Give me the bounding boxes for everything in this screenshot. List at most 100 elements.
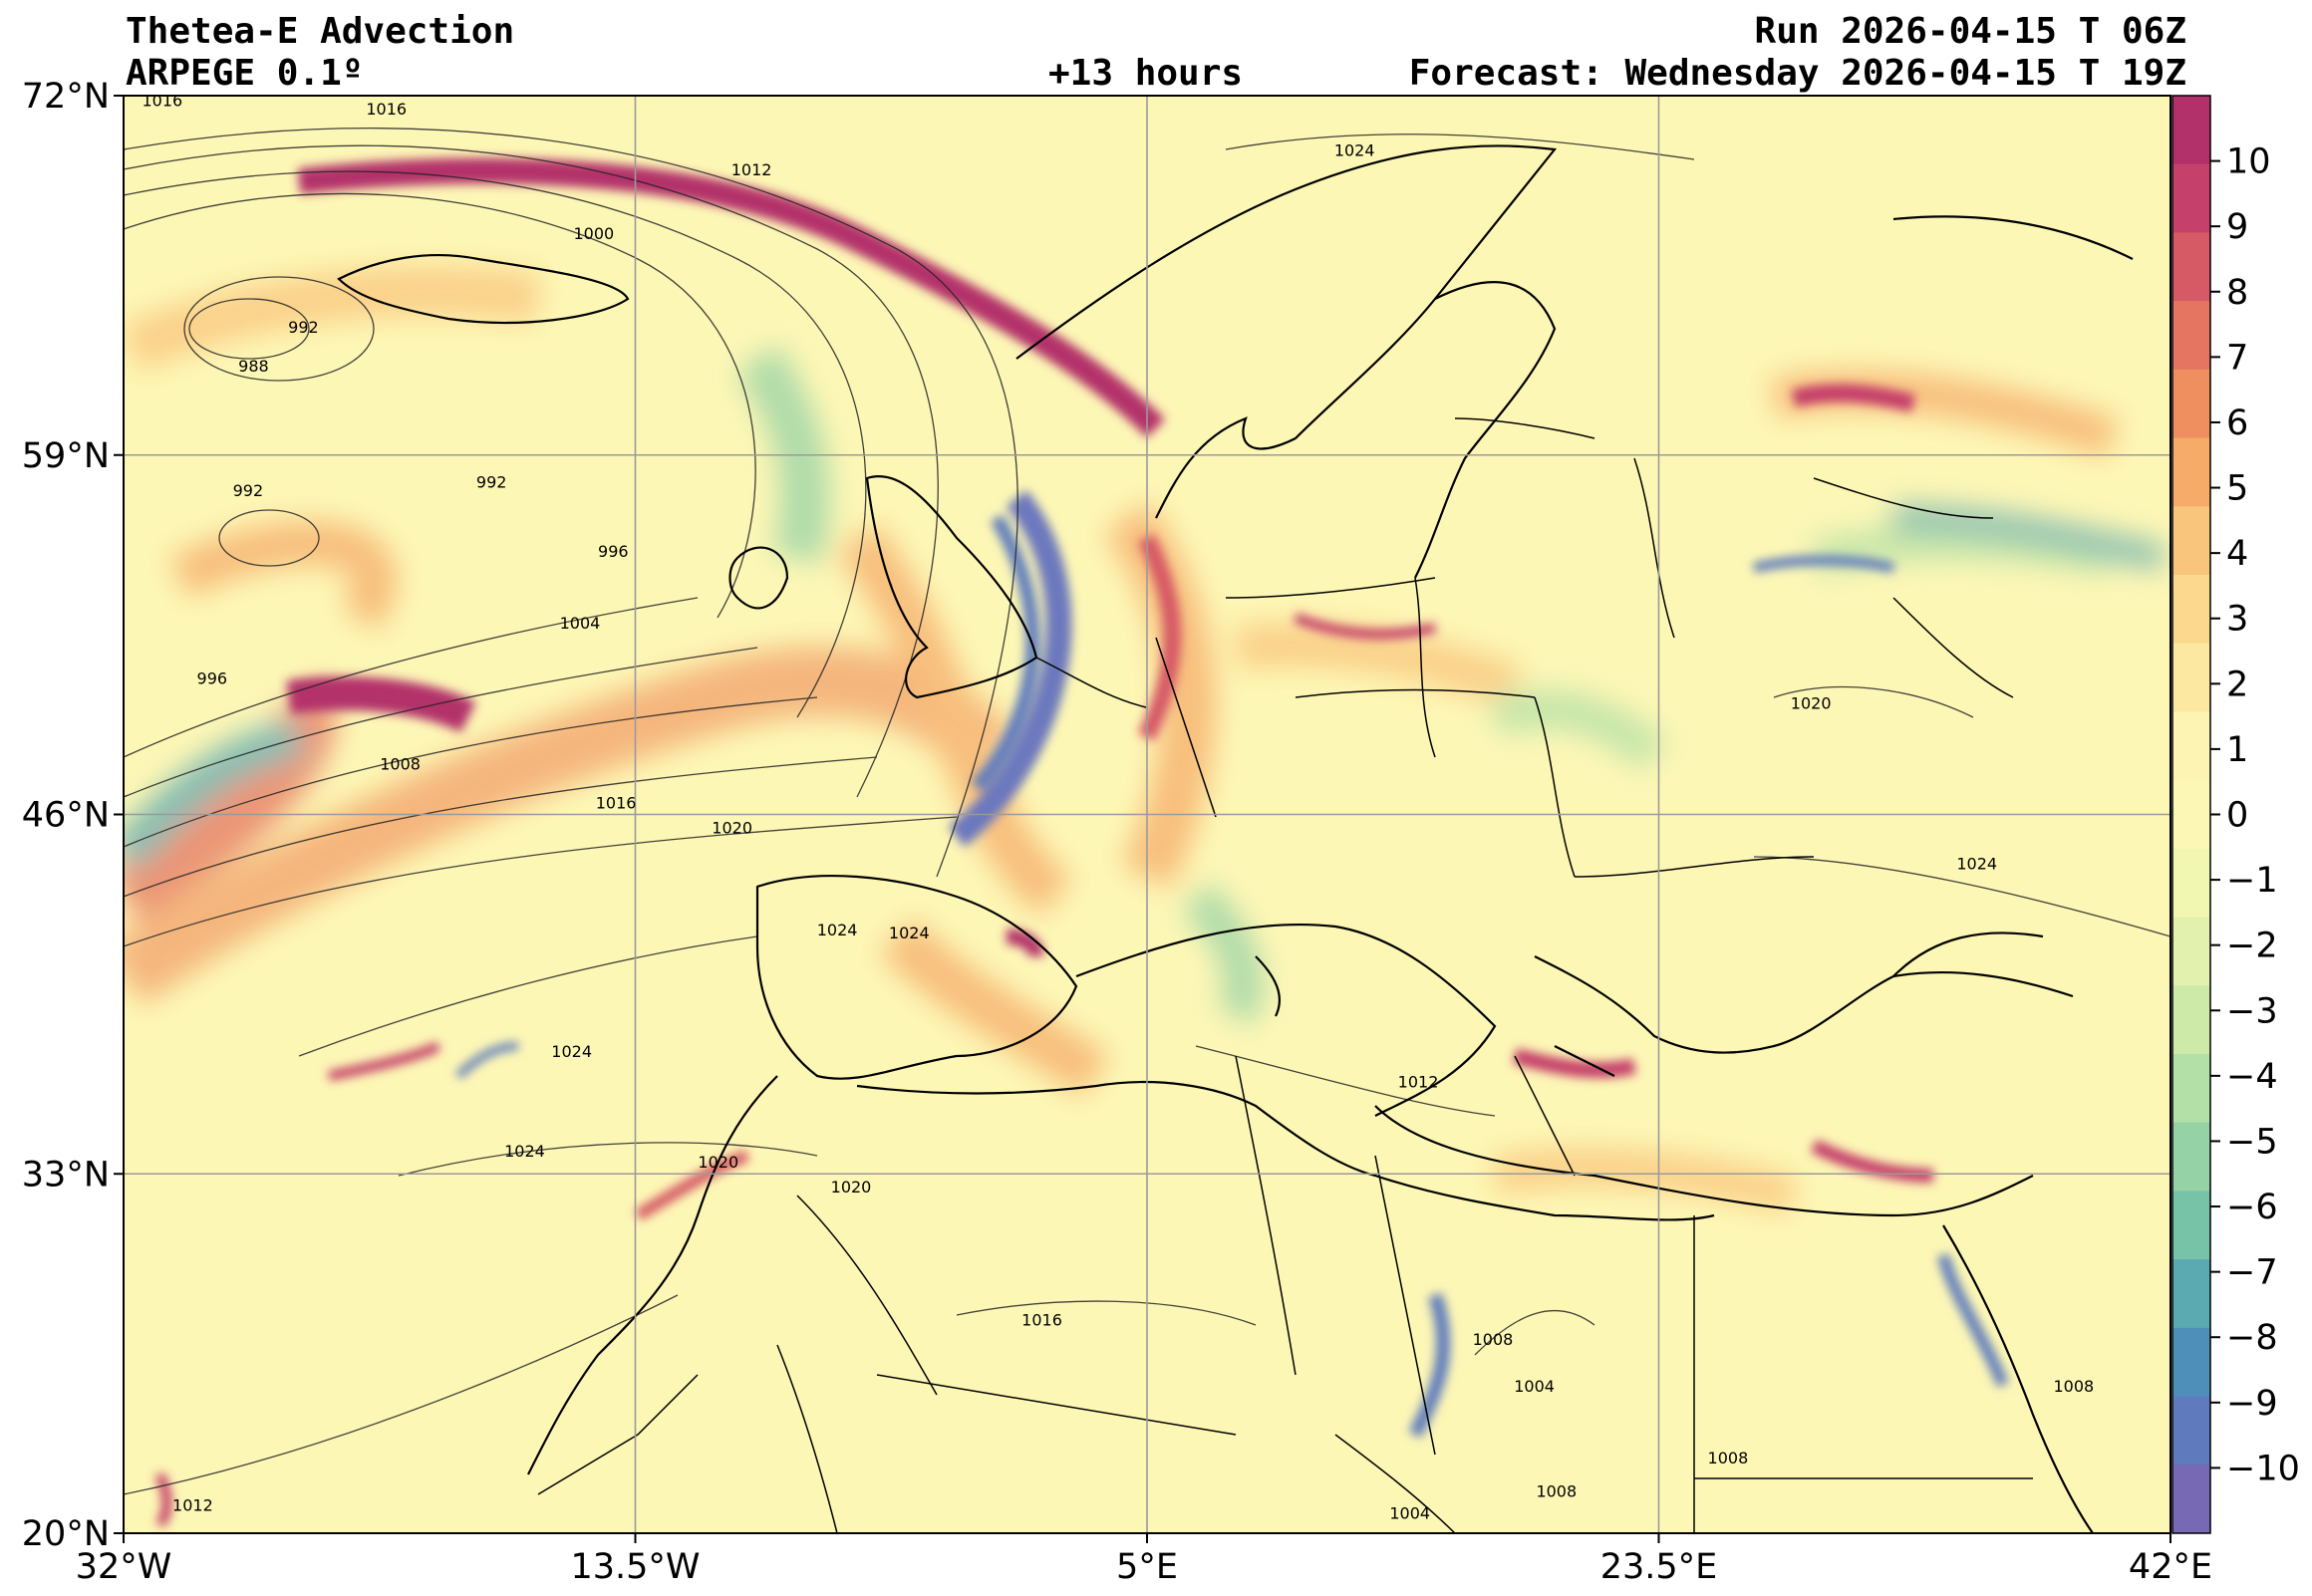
colorbar-swatch-2: [2172, 232, 2210, 302]
isobar-label-14: 1020: [712, 818, 752, 837]
colorbar-tick-label-16: −6: [2226, 1188, 2278, 1227]
colorbar-swatch-17: [2172, 1259, 2210, 1329]
longitude-axis: 32°W 13.5°W 5°E 23.5°E 42°E: [76, 1533, 2212, 1587]
colorbar-tick-label-15: −5: [2226, 1122, 2278, 1162]
colorbar-tick-label-18: −8: [2226, 1318, 2278, 1358]
lon-tick-label-1: 13.5°W: [570, 1547, 700, 1587]
colorbar-tick-label-4: 6: [2226, 403, 2248, 443]
isobar-label-6: 988: [238, 357, 269, 376]
coastlines: [337, 144, 2134, 1533]
isobar-label-2: 1012: [731, 160, 772, 179]
chart-title: Thetea-E Advection: [126, 11, 515, 52]
isobar-label-16: 1024: [889, 924, 930, 942]
colorbar-tick-label-11: −1: [2226, 861, 2278, 901]
map-area: 1016 1016 1012 1024 1000 992 988 992 992 996 1004 9…: [124, 92, 2170, 1533]
isobar-label-13: 1016: [596, 793, 637, 812]
colorbar-swatch-4: [2172, 369, 2210, 439]
colorbar-swatches: [2172, 96, 2210, 1534]
colorbar-swatch-8: [2172, 643, 2210, 712]
colorbar-swatch-7: [2172, 575, 2210, 645]
isobar-label-18: 1024: [504, 1142, 545, 1161]
isobar-label-15: 1024: [817, 921, 858, 939]
colorbar-tick-label-0: 10: [2226, 142, 2271, 182]
isobar-label-31: 1008: [2053, 1377, 2094, 1396]
isobar-label-17: 1024: [551, 1042, 592, 1061]
isobar-label-11: 996: [197, 669, 228, 688]
colorbar-swatch-12: [2172, 917, 2210, 986]
colorbar-tick-label-8: 2: [2226, 665, 2248, 704]
lat-tick-label-0: 72°N: [22, 77, 110, 117]
isobar-label-7: 992: [233, 481, 264, 500]
isobar-label-19: 1020: [698, 1153, 738, 1172]
advection-fronts: [154, 157, 2009, 1528]
isobar-label-8: 992: [476, 473, 507, 492]
lat-tick-label-3: 33°N: [22, 1155, 110, 1195]
colorbar-tick-label-9: 1: [2226, 730, 2248, 770]
lon-tick-label-2: 5°E: [1116, 1547, 1178, 1587]
colorbar-tick-label-17: −7: [2226, 1253, 2278, 1293]
colorbar-swatch-18: [2172, 1327, 2210, 1398]
isobar-label-29: 1008: [1536, 1481, 1577, 1500]
colorbar-tick-label-3: 7: [2226, 338, 2248, 378]
isobar-label-23: 1024: [1956, 854, 1997, 873]
colorbar-tick-label-10: 0: [2226, 796, 2248, 836]
colorbar-swatch-6: [2172, 506, 2210, 576]
lat-tick-label-1: 59°N: [22, 436, 110, 476]
lon-tick-label-0: 32°W: [76, 1547, 172, 1587]
isobar-label-27: 1012: [172, 1495, 213, 1514]
lon-tick-label-4: 42°E: [2129, 1547, 2212, 1587]
run-label: Run 2026-04-15 T 06Z: [1754, 11, 2186, 52]
isobar-label-24: 1016: [1021, 1310, 1062, 1329]
latitude-axis: 72°N 59°N 46°N 33°N 20°N: [22, 77, 124, 1554]
isobar-label-25: 1008: [1473, 1330, 1514, 1349]
advection-broad-shading: [124, 266, 2166, 1215]
colorbar-swatch-13: [2172, 985, 2210, 1055]
colorbar-swatch-15: [2172, 1122, 2210, 1192]
colorbar-tick-label-19: −9: [2226, 1384, 2278, 1424]
lat-tick-label-2: 46°N: [22, 796, 110, 836]
isobar-label-30: 1008: [1708, 1449, 1749, 1467]
isobar-label-3: 1024: [1334, 141, 1375, 160]
colorbar-tick-label-6: 4: [2226, 534, 2248, 574]
isobar-label-26: 1004: [1514, 1377, 1555, 1396]
isobar-label-9: 996: [598, 542, 629, 561]
colorbar-swatch-5: [2172, 437, 2210, 507]
borders: [537, 417, 2033, 1533]
isobar-label-21: 1012: [1398, 1073, 1439, 1092]
colorbar-swatch-10: [2172, 780, 2210, 850]
colorbar-swatch-9: [2172, 711, 2210, 781]
lead-time-label: +13 hours: [1048, 53, 1244, 94]
isobar-labels: 1016 1016 1012 1024 1000 992 988 992 992 996 1004 9…: [143, 92, 2095, 1523]
colorbar-swatch-20: [2172, 1464, 2210, 1534]
isobar-label-20: 1020: [831, 1178, 872, 1197]
isobar-label-5: 992: [288, 318, 319, 337]
forecast-label: Forecast: Wednesday 2026-04-15 T 19Z: [1408, 53, 2186, 94]
lat-tick-label-4: 20°N: [22, 1514, 110, 1554]
isobars: [124, 128, 2170, 1495]
colorbar-tick-label-14: −4: [2226, 1057, 2278, 1097]
colorbar-tick-label-7: 3: [2226, 600, 2248, 640]
colorbar-swatch-3: [2172, 301, 2210, 371]
colorbar-swatch-1: [2172, 163, 2210, 233]
model-label: ARPEGE 0.1º: [126, 53, 364, 94]
isobar-label-28: 1004: [1389, 1504, 1430, 1523]
advection-field: [124, 157, 2166, 1528]
lon-tick-label-3: 23.5°E: [1600, 1547, 1718, 1587]
colorbar-swatch-11: [2172, 848, 2210, 919]
colorbar-tick-label-5: 5: [2226, 469, 2248, 509]
colorbar-tick-label-13: −3: [2226, 991, 2278, 1031]
colorbar-tick-label-2: 8: [2226, 273, 2248, 313]
colorbar-swatch-16: [2172, 1191, 2210, 1260]
colorbar-swatch-0: [2172, 96, 2210, 165]
isobar-label-0: 1016: [143, 92, 183, 111]
isobar-label-10: 1004: [560, 614, 601, 633]
colorbar-tick-label-1: 9: [2226, 207, 2248, 247]
isobar-label-4: 1000: [574, 224, 615, 243]
isobar-label-12: 1008: [380, 755, 421, 774]
colorbar-tick-label-12: −2: [2226, 927, 2278, 966]
colorbar-swatch-19: [2172, 1396, 2210, 1465]
isobar-label-22: 1020: [1791, 694, 1832, 713]
